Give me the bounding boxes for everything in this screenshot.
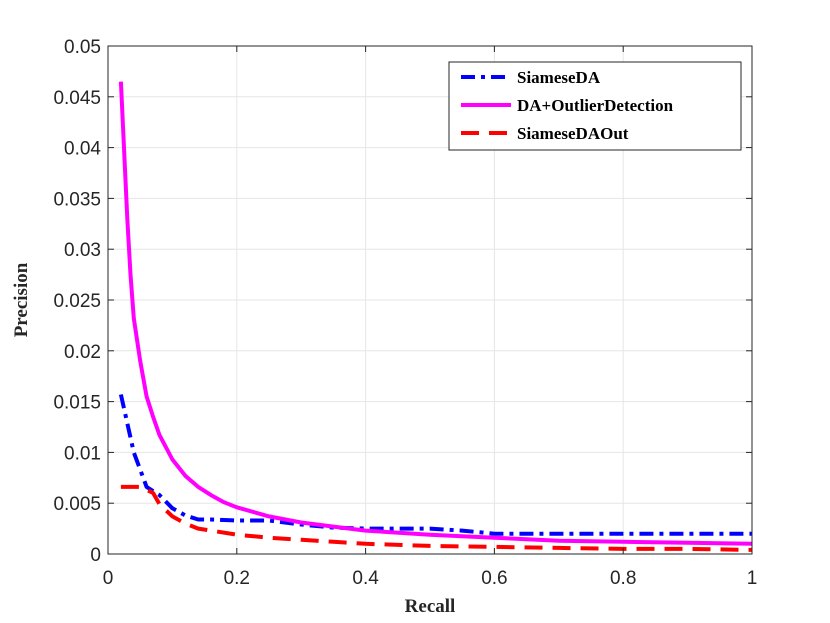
x-tick-label: 0.4 [352,568,379,589]
y-tick-label: 0 [90,545,101,566]
x-tick-label: 0.8 [610,568,636,589]
legend-label: SiameseDAOut [517,124,629,143]
y-axis-label: Precision [11,262,32,337]
ticks: 0 0.2 0.4 0.6 0.8 1 0 0.005 0.01 0.015 0.02 0.025 0.… [53,37,757,589]
y-tick-label: 0.02 [64,342,101,363]
y-tick-label: 0.035 [53,189,101,210]
y-tick-label: 0.045 [53,88,101,109]
y-tick-label: 0.005 [53,494,101,515]
x-tick-label: 0 [103,568,114,589]
y-tick-label: 0.025 [53,291,101,312]
y-tick-label: 0.05 [64,37,101,58]
y-tick-label: 0.04 [64,139,101,160]
legend: SiameseDA DA+OutlierDetection SiameseDAOut [448,61,742,151]
grid [107,45,753,555]
y-tick-label: 0.015 [53,393,101,414]
y-tick-label: 0.03 [64,240,101,261]
y-tick-label: 0.01 [64,443,101,464]
series-line-siamesedaout [120,484,753,552]
x-tick-label: 0.6 [481,568,507,589]
legend-label: DA+OutlierDetection [517,96,674,115]
legend-label: SiameseDA [517,68,601,87]
x-axis-label: Recall [405,596,456,617]
series-layer [118,81,753,552]
x-tick-label: 0.2 [224,568,250,589]
series-line-da-outlierdetection [118,81,753,546]
x-tick-label: 1 [747,568,758,589]
